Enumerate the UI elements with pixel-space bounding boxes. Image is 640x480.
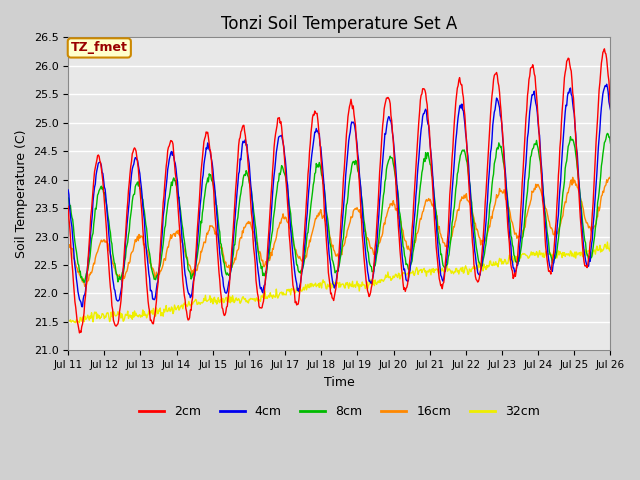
X-axis label: Time: Time [324, 376, 355, 389]
Title: Tonzi Soil Temperature Set A: Tonzi Soil Temperature Set A [221, 15, 458, 33]
Y-axis label: Soil Temperature (C): Soil Temperature (C) [15, 130, 28, 258]
Text: TZ_fmet: TZ_fmet [71, 41, 128, 54]
Legend: 2cm, 4cm, 8cm, 16cm, 32cm: 2cm, 4cm, 8cm, 16cm, 32cm [134, 400, 545, 423]
